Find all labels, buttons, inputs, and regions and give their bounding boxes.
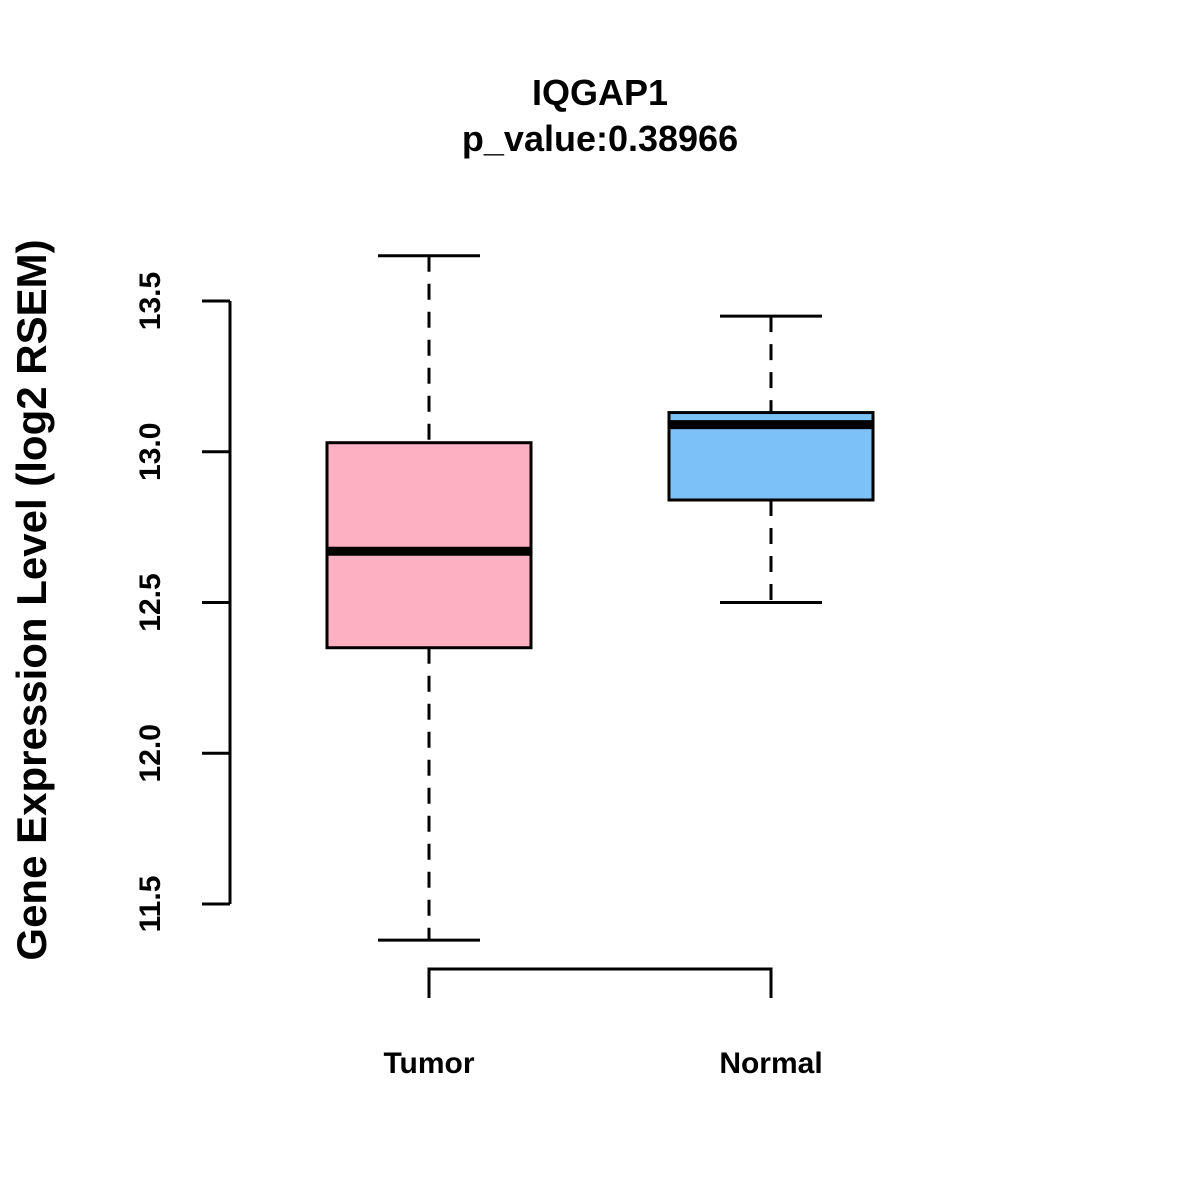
iqr-box-0 (325, 441, 533, 650)
chart-title: IQGAP1 (532, 72, 668, 113)
box-series (325, 254, 875, 942)
bracket-line (427, 967, 773, 998)
y-axis: 11.5 12.0 12.5 13.0 13.5 (134, 272, 232, 933)
chart-subtitle: p_value:0.38966 (462, 118, 738, 159)
y-tick-label-4: 13.5 (134, 272, 167, 330)
x-category-label-0: Tumor (383, 1047, 474, 1080)
y-axis-label: Gene Expression Level (log2 RSEM) (8, 239, 55, 960)
x-category-label-1: Normal (719, 1047, 822, 1080)
x-axis-category-labels: Tumor Normal (383, 1047, 822, 1080)
y-tick-label-3: 13.0 (134, 423, 167, 481)
box-normal (667, 314, 875, 604)
box-tumor (325, 254, 533, 942)
y-tick-label-0: 11.5 (134, 876, 167, 933)
y-tick-label-1: 12.0 (134, 724, 167, 782)
y-tick-label-2: 12.5 (134, 573, 167, 631)
comparison-bracket (427, 967, 773, 998)
